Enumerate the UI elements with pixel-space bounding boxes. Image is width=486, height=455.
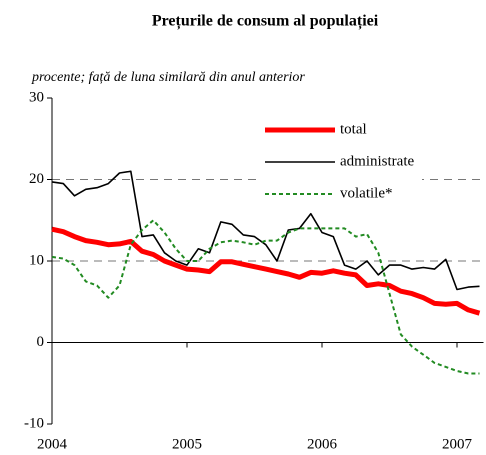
chart-subtitle: procente; față de luna similară din anul… xyxy=(31,70,305,85)
x-tick-label: 2006 xyxy=(307,436,338,452)
y-tick-label: 0 xyxy=(37,334,45,350)
legend-label: total xyxy=(340,121,367,137)
x-tick-label: 2005 xyxy=(172,436,202,452)
line-series xyxy=(51,226,481,316)
x-tick-label: 2007 xyxy=(442,436,473,452)
y-tick-label: 30 xyxy=(29,89,44,105)
legend-label: administrate xyxy=(340,153,414,169)
y-tick-label: 20 xyxy=(29,171,44,187)
x-tick-label: 2004 xyxy=(37,436,68,452)
line-series xyxy=(51,170,480,291)
chart-title: Prețurile de consum al populației xyxy=(152,13,379,31)
y-tick-label: -10 xyxy=(24,415,44,431)
y-tick-label: 10 xyxy=(29,252,44,268)
legend-label: volatile* xyxy=(340,185,393,201)
